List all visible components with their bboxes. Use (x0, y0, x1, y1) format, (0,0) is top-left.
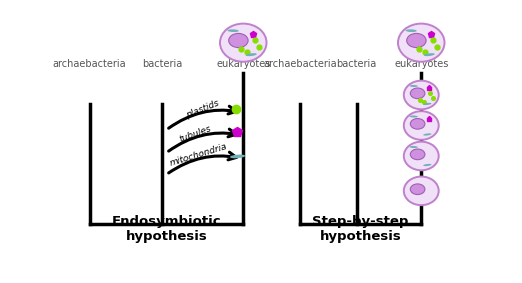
Text: bacteria: bacteria (336, 59, 377, 69)
Ellipse shape (404, 111, 438, 140)
Ellipse shape (246, 53, 257, 56)
Ellipse shape (409, 146, 418, 148)
Text: bacteria: bacteria (142, 59, 183, 69)
Ellipse shape (404, 81, 438, 109)
Text: eukaryotes: eukaryotes (216, 59, 270, 69)
Text: archaebacteria: archaebacteria (263, 59, 337, 69)
Ellipse shape (409, 85, 418, 87)
Ellipse shape (230, 155, 245, 158)
Text: eukaryotes: eukaryotes (394, 59, 448, 69)
Ellipse shape (398, 23, 445, 62)
Ellipse shape (410, 119, 425, 129)
Ellipse shape (410, 149, 425, 160)
FancyArrowPatch shape (169, 106, 236, 128)
Ellipse shape (228, 29, 239, 32)
Ellipse shape (424, 53, 435, 56)
Text: tubules: tubules (179, 124, 213, 144)
Ellipse shape (409, 115, 418, 117)
Ellipse shape (423, 164, 432, 166)
Text: Step-by-step
hypothesis: Step-by-step hypothesis (312, 215, 409, 243)
Text: plastids: plastids (185, 98, 220, 120)
FancyArrowPatch shape (169, 129, 236, 151)
Ellipse shape (410, 184, 425, 194)
Ellipse shape (404, 177, 438, 205)
Text: mitochondria: mitochondria (169, 142, 229, 168)
Ellipse shape (406, 29, 417, 32)
Ellipse shape (229, 33, 248, 48)
Ellipse shape (407, 33, 426, 48)
Ellipse shape (404, 142, 438, 170)
Ellipse shape (423, 103, 432, 105)
FancyArrowPatch shape (169, 152, 236, 173)
Text: Endosymbiotic
hypothesis: Endosymbiotic hypothesis (112, 215, 221, 243)
Text: archaebacteria: archaebacteria (53, 59, 126, 69)
Ellipse shape (220, 23, 267, 62)
Ellipse shape (410, 88, 425, 99)
Ellipse shape (423, 133, 432, 136)
